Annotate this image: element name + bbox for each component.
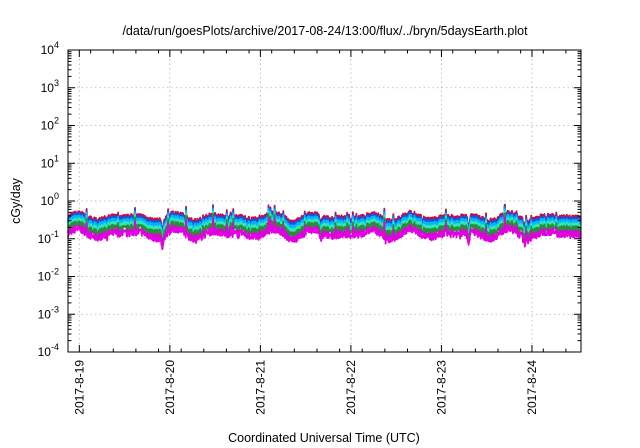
y-tick-label: 10-3	[38, 304, 59, 321]
x-axis: 2017-8-19 2017-8-20 2017-8-21 2017-8-22 2017…	[67, 50, 567, 415]
y-tick-label: 102	[41, 116, 59, 133]
x-tick-label: 2017-8-20	[163, 360, 177, 415]
y-tick-label: 104	[41, 40, 59, 57]
grid	[68, 50, 581, 352]
x-tick-label: 2017-8-22	[344, 360, 358, 415]
y-axis-label: cGy/day	[9, 177, 23, 224]
y-axis: 10-4 10-3 10-2 10-1 100 101 102 103 104	[38, 40, 581, 359]
y-tick-label: 101	[41, 153, 59, 170]
y-tick-label: 10-4	[38, 342, 59, 359]
y-tick-label: 10-2	[38, 267, 59, 284]
chart-title: /data/run/goesPlots/archive/2017-08-24/1…	[122, 24, 528, 38]
series-layer	[67, 203, 582, 251]
x-tick-label: 2017-8-19	[72, 360, 86, 415]
y-tick-label: 100	[41, 191, 59, 208]
x-tick-label: 2017-8-24	[525, 360, 539, 415]
x-axis-label: Coordinated Universal Time (UTC)	[228, 431, 420, 445]
x-tick-label: 2017-8-21	[253, 360, 267, 415]
series-line-6	[67, 216, 582, 251]
y-tick-label: 103	[41, 78, 59, 95]
x-tick-label: 2017-8-23	[434, 360, 448, 415]
y-tick-label: 10-1	[38, 229, 59, 246]
